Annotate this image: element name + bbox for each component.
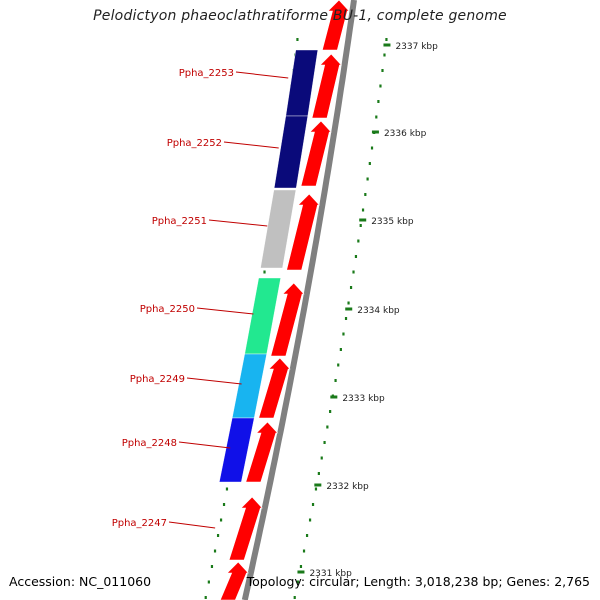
gene-label: Ppha_2252 [167,138,222,149]
outer-guide-dot [293,596,296,599]
inner-guide-dot [207,580,210,584]
gene-label: Ppha_2250 [140,304,195,315]
backbone-layer [240,0,359,600]
outer-guide-dot [329,410,332,413]
map-title: Pelodictyon phaeoclathratiforme BU-1, co… [93,8,507,24]
accession-text: Accession: NC_011060 [9,574,152,589]
outer-guide-dot [379,84,382,88]
forward-cds-arrow [270,282,305,357]
scale-tick [314,483,322,487]
scale-tick [371,130,379,134]
outer-guide-dot [385,38,388,41]
scale-tick [345,307,353,311]
scale-label: 2335 kbp [371,217,414,227]
gene-leader-line [235,71,289,79]
outer-guide-dot [305,534,309,537]
backbone-ring [241,0,357,600]
scale-tick [359,218,367,222]
outer-guide-dot [337,363,340,367]
gene-leader-line [186,377,242,385]
cds-layer [219,0,350,600]
topology-text: Topology: circular; Length: 3,018,238 bp… [246,574,590,589]
gene-label: Ppha_2253 [179,68,234,79]
inner-guide-dot [222,503,226,506]
scale-label: 2332 kbp [326,482,369,492]
scale-label: 2337 kbp [395,42,438,52]
leader-layer [168,71,289,529]
outer-guide-dot [344,317,348,320]
forward-cds-arrow [286,193,320,271]
scale-label: 2333 kbp [342,394,385,404]
inner-guide-dot [225,487,229,491]
outer-guide-dot [364,193,367,196]
scale-tick [297,570,305,574]
gene-leader-line [223,141,279,149]
cog-category-bar [219,417,255,483]
scale-label: 2331 kbp [309,569,352,579]
scale-label: 2334 kbp [357,306,400,316]
cog-layer [219,49,319,483]
outer-guide-dot [366,177,369,181]
forward-cds-arrow [258,357,291,419]
outer-guide-dot [375,115,378,119]
outer-guide-dot [308,518,312,522]
outer-guide-dot [377,100,380,103]
gene-leader-line [168,521,216,529]
forward-cds-arrow [300,120,332,187]
gene-label: Ppha_2247 [112,518,167,529]
outer-guide-dot [347,301,350,305]
outer-guide-dot [357,239,360,243]
cog-category-bar [273,115,309,189]
outer-guide-dot [311,503,315,506]
inner-guide-dot [263,270,266,274]
outer-guide-dot [361,208,365,212]
forward-cds-arrow [311,53,342,119]
cog-category-bar [285,49,319,117]
outer-guide-dot [349,286,353,289]
inner-guide-dot [216,534,220,537]
inner-guide-dot [204,596,207,599]
outer-guide-dot [354,255,358,258]
cog-category-bar [260,189,297,269]
inner-guide-dot [219,518,223,522]
forward-cds-arrow [228,496,263,561]
outer-guide-dot [299,565,303,568]
outer-guide-dot [323,441,326,444]
gene-label: Ppha_2249 [130,374,185,385]
outer-guide-dot [342,332,345,336]
outer-guide-dot [326,425,329,429]
outer-guide-dot [383,53,386,57]
scale-label: 2336 kbp [384,129,427,139]
label-layer: 2337 kbp 2336 kbp 2335 kbp 2334 kbp 2333 kbp… [112,42,438,579]
outer-guide-dot [352,270,355,274]
outer-guide-dot [334,379,337,382]
forward-cds-arrow [321,0,350,51]
gene-leader-line [196,307,254,315]
inner-guide-dot [210,565,214,568]
outer-guide-dot [317,472,320,475]
gene-label: Ppha_2251 [152,216,207,227]
outer-guide-dot [368,162,371,165]
outer-guide-dot [370,146,374,150]
forward-cds-arrow [245,421,279,483]
outer-guide-dot [339,348,342,351]
gene-label: Ppha_2248 [122,438,177,449]
inner-guide-dot [213,549,217,553]
gene-leader-line [178,441,231,449]
outer-guide-dot [381,69,384,72]
scale-tick [383,43,391,47]
inner-guide-dot [296,38,299,41]
outer-guide-dot [359,224,362,227]
outer-guide-dot [320,456,323,460]
outer-guide-dot [314,487,318,491]
outer-guide-dot [302,549,306,553]
gene-leader-line [208,219,268,227]
outer-guide-dot [296,580,299,584]
scale-tick [330,395,338,399]
forward-cds-arrow [219,561,249,600]
